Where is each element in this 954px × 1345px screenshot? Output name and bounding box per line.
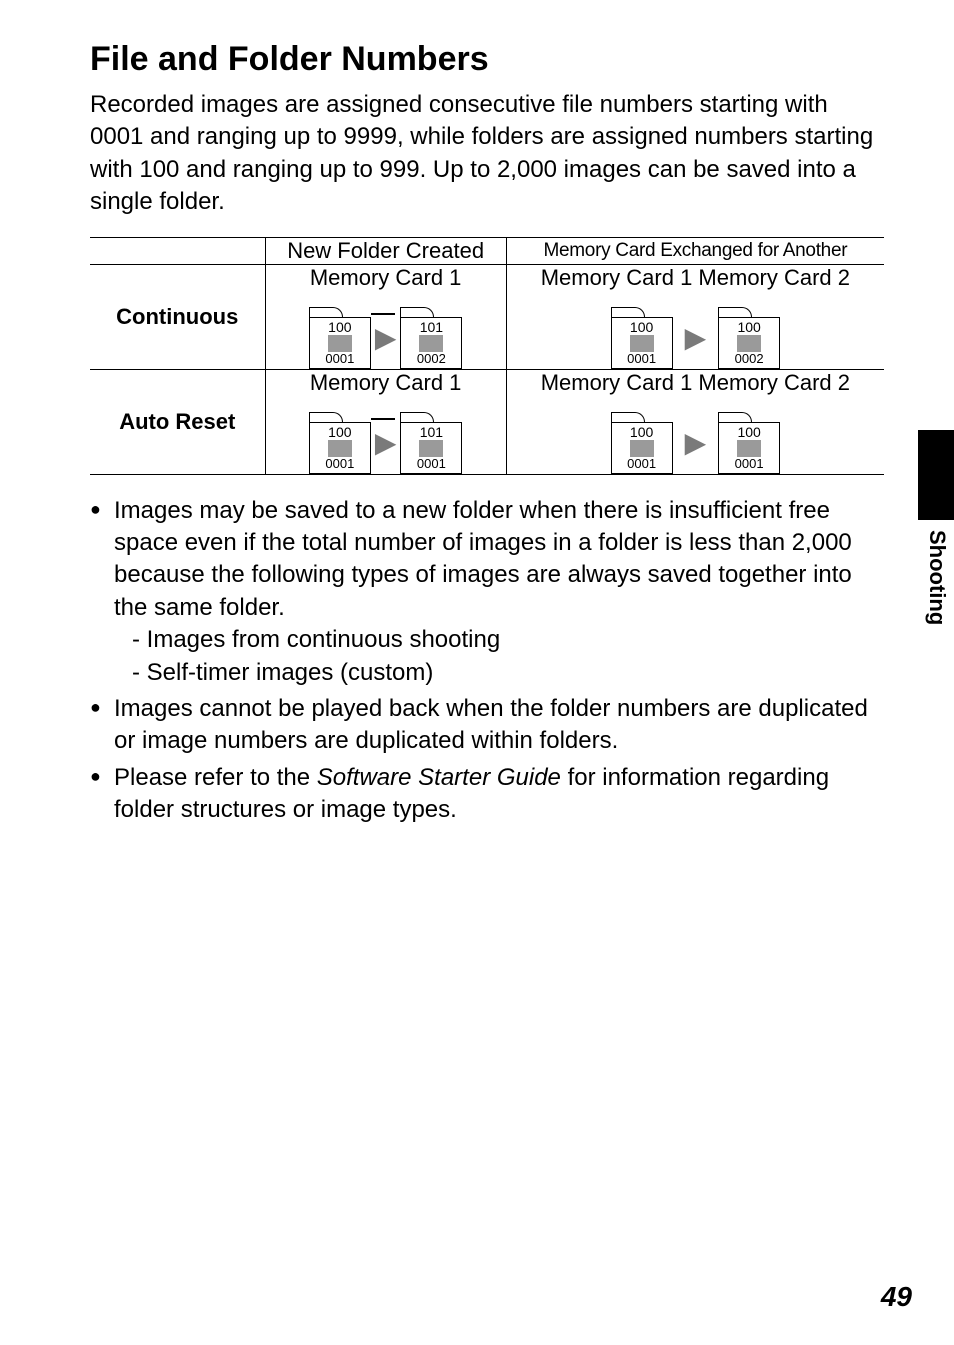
folder-icon: 100 0001: [611, 307, 673, 369]
folder-icon: 101 0001: [400, 412, 462, 474]
side-section-label: Shooting: [924, 530, 950, 625]
cell-autoreset-newfolder: Memory Card 1 100 0001 ▶ 101 0001: [265, 369, 506, 474]
folder-number: 100: [718, 319, 780, 335]
arrow-icon: ▶: [373, 324, 399, 352]
row-label-continuous: Continuous: [90, 264, 265, 369]
table-row: Auto Reset Memory Card 1 100 0001 ▶ 101: [90, 369, 884, 474]
col-header-new-folder: New Folder Created: [265, 237, 506, 264]
folder-number: 100: [611, 319, 673, 335]
list-item: Please refer to the Software Starter Gui…: [90, 762, 884, 827]
cell-autoreset-exchanged: Memory Card 1 Memory Card 2 100 0001 ▶ 1…: [506, 369, 884, 474]
folder-number: 100: [309, 319, 371, 335]
cell-continuous-exchanged: Memory Card 1 Memory Card 2 100 0001 ▶ 1…: [506, 264, 884, 369]
folder-number: 100: [309, 424, 371, 440]
row-label-autoreset: Auto Reset: [90, 369, 265, 474]
file-number: 0001: [309, 351, 371, 366]
col-header-card-exchanged: Memory Card Exchanged for Another: [506, 237, 884, 264]
folder-icon: 100 0001: [309, 412, 371, 474]
file-number: 0002: [718, 351, 780, 366]
bullet-text-pre: Please refer to the: [114, 764, 317, 791]
sub-item: - Self-timer images (custom): [114, 657, 884, 689]
card-label: Memory Card 1 Memory Card 2: [507, 265, 884, 291]
table-row: Continuous Memory Card 1 100 0001 ▶ 101: [90, 264, 884, 369]
page-heading: File and Folder Numbers: [90, 40, 884, 79]
folder-icon: 101 0002: [400, 307, 462, 369]
file-number: 0001: [611, 351, 673, 366]
folder-number: 100: [611, 424, 673, 440]
card-label: Memory Card 1 Memory Card 2: [507, 370, 884, 396]
file-number: 0001: [718, 456, 780, 471]
list-item: Images may be saved to a new folder when…: [90, 495, 884, 689]
arrow-icon: ▶: [683, 324, 709, 352]
bullet-text-em: Software Starter Guide: [317, 764, 561, 791]
folder-icon: 100 0002: [718, 307, 780, 369]
folder-number: 101: [400, 319, 462, 335]
folder-icon: 100 0001: [309, 307, 371, 369]
card-label: Memory Card 1: [266, 370, 506, 396]
folder-number: 100: [718, 424, 780, 440]
folder-icon: 100 0001: [718, 412, 780, 474]
numbering-table: New Folder Created Memory Card Exchanged…: [90, 237, 884, 475]
page-number: 49: [881, 1281, 912, 1313]
folder-number: 101: [400, 424, 462, 440]
bullet-text: Images may be saved to a new folder when…: [114, 497, 852, 621]
side-tab: [918, 430, 954, 520]
file-number: 0001: [611, 456, 673, 471]
notes-list: Images may be saved to a new folder when…: [90, 495, 884, 827]
intro-paragraph: Recorded images are assigned consecutive…: [90, 89, 884, 219]
file-number: 0001: [400, 456, 462, 471]
file-number: 0001: [309, 456, 371, 471]
arrow-icon: ▶: [683, 429, 709, 457]
arrow-icon: ▶: [373, 429, 399, 457]
card-label: Memory Card 1: [266, 265, 506, 291]
folder-icon: 100 0001: [611, 412, 673, 474]
blank-header: [90, 237, 265, 264]
sub-item: - Images from continuous shooting: [114, 624, 884, 656]
list-item: Images cannot be played back when the fo…: [90, 693, 884, 758]
file-number: 0002: [400, 351, 462, 366]
cell-continuous-newfolder: Memory Card 1 100 0001 ▶ 101 0002: [265, 264, 506, 369]
bullet-text: Images cannot be played back when the fo…: [114, 695, 868, 754]
